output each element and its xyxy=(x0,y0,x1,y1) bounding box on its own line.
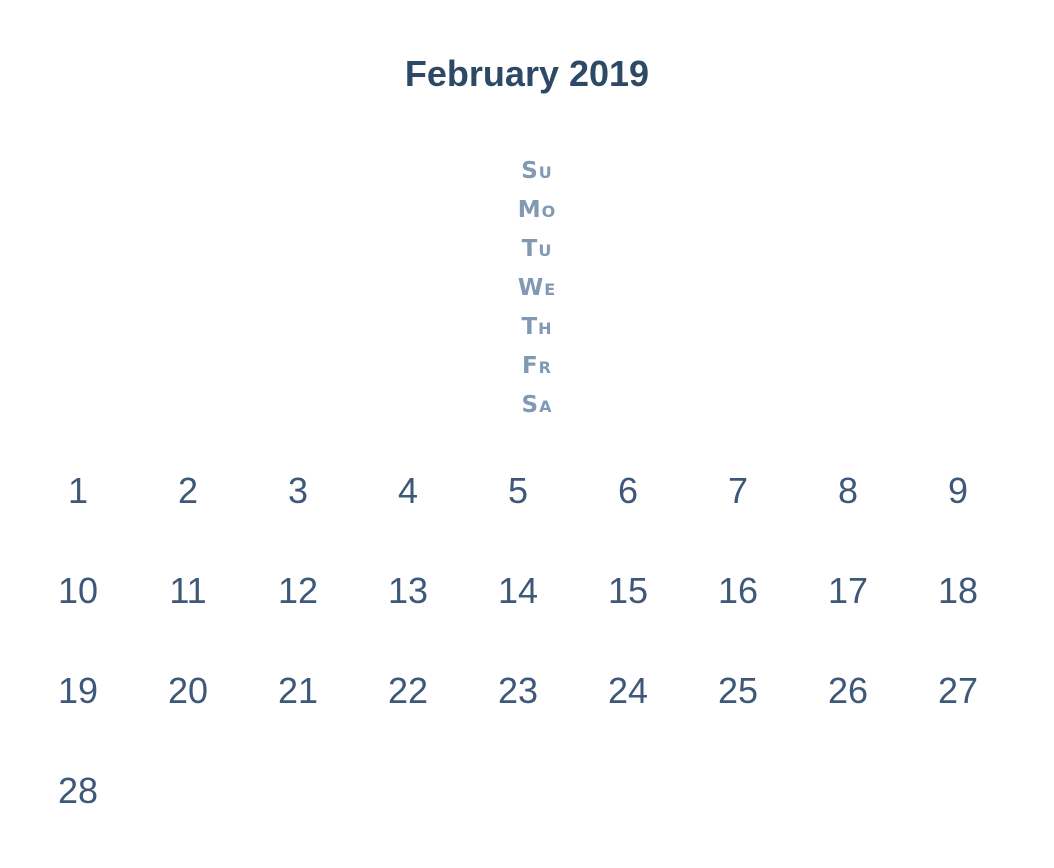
day-cell-23[interactable]: 23 xyxy=(497,670,539,711)
weekday-label-sa: Sa xyxy=(521,392,553,418)
weekday-list: Su Mo Tu We Th Fr Sa xyxy=(477,152,597,425)
day-cell-15[interactable]: 15 xyxy=(607,570,649,611)
day-cell-21[interactable]: 21 xyxy=(277,670,319,711)
day-cell-24[interactable]: 24 xyxy=(607,670,649,711)
day-cell-16[interactable]: 16 xyxy=(717,570,759,611)
day-cell-17[interactable]: 17 xyxy=(827,570,869,611)
day-cell-2[interactable]: 2 xyxy=(177,470,199,511)
day-cell-10[interactable]: 10 xyxy=(57,570,99,611)
day-cell-18[interactable]: 18 xyxy=(937,570,979,611)
weekday-label-th: Th xyxy=(521,314,553,340)
day-cell-5[interactable]: 5 xyxy=(507,470,529,511)
day-cell-6[interactable]: 6 xyxy=(617,470,639,511)
day-cell-1[interactable]: 1 xyxy=(67,470,89,511)
day-cell-22[interactable]: 22 xyxy=(387,670,429,711)
day-cell-28[interactable]: 28 xyxy=(57,770,99,811)
day-cell-13[interactable]: 13 xyxy=(387,570,429,611)
day-cell-3[interactable]: 3 xyxy=(287,470,309,511)
day-cell-25[interactable]: 25 xyxy=(717,670,759,711)
day-cell-26[interactable]: 26 xyxy=(827,670,869,711)
day-cell-20[interactable]: 20 xyxy=(167,670,209,711)
day-cell-11[interactable]: 11 xyxy=(169,570,207,611)
month-title: February 2019 xyxy=(404,53,650,94)
weekday-label-su: Su xyxy=(521,158,553,184)
weekday-label-we: We xyxy=(517,275,557,301)
weekday-label-mo: Mo xyxy=(517,197,557,223)
day-cell-14[interactable]: 14 xyxy=(497,570,539,611)
day-cell-8[interactable]: 8 xyxy=(837,470,859,511)
day-cell-7[interactable]: 7 xyxy=(727,470,749,511)
day-cell-27[interactable]: 27 xyxy=(937,670,979,711)
day-cell-12[interactable]: 12 xyxy=(277,570,319,611)
day-cell-19[interactable]: 19 xyxy=(57,670,99,711)
days-grid: 1 2 3 4 5 6 7 8 9 10 11 12 13 14 15 16 17 18 19 20 21 22 23 24 2… xyxy=(23,460,1013,860)
weekday-label-fr: Fr xyxy=(521,353,553,379)
weekday-label-tu: Tu xyxy=(521,236,553,262)
day-cell-9[interactable]: 9 xyxy=(947,470,969,511)
day-cell-4[interactable]: 4 xyxy=(397,470,419,511)
